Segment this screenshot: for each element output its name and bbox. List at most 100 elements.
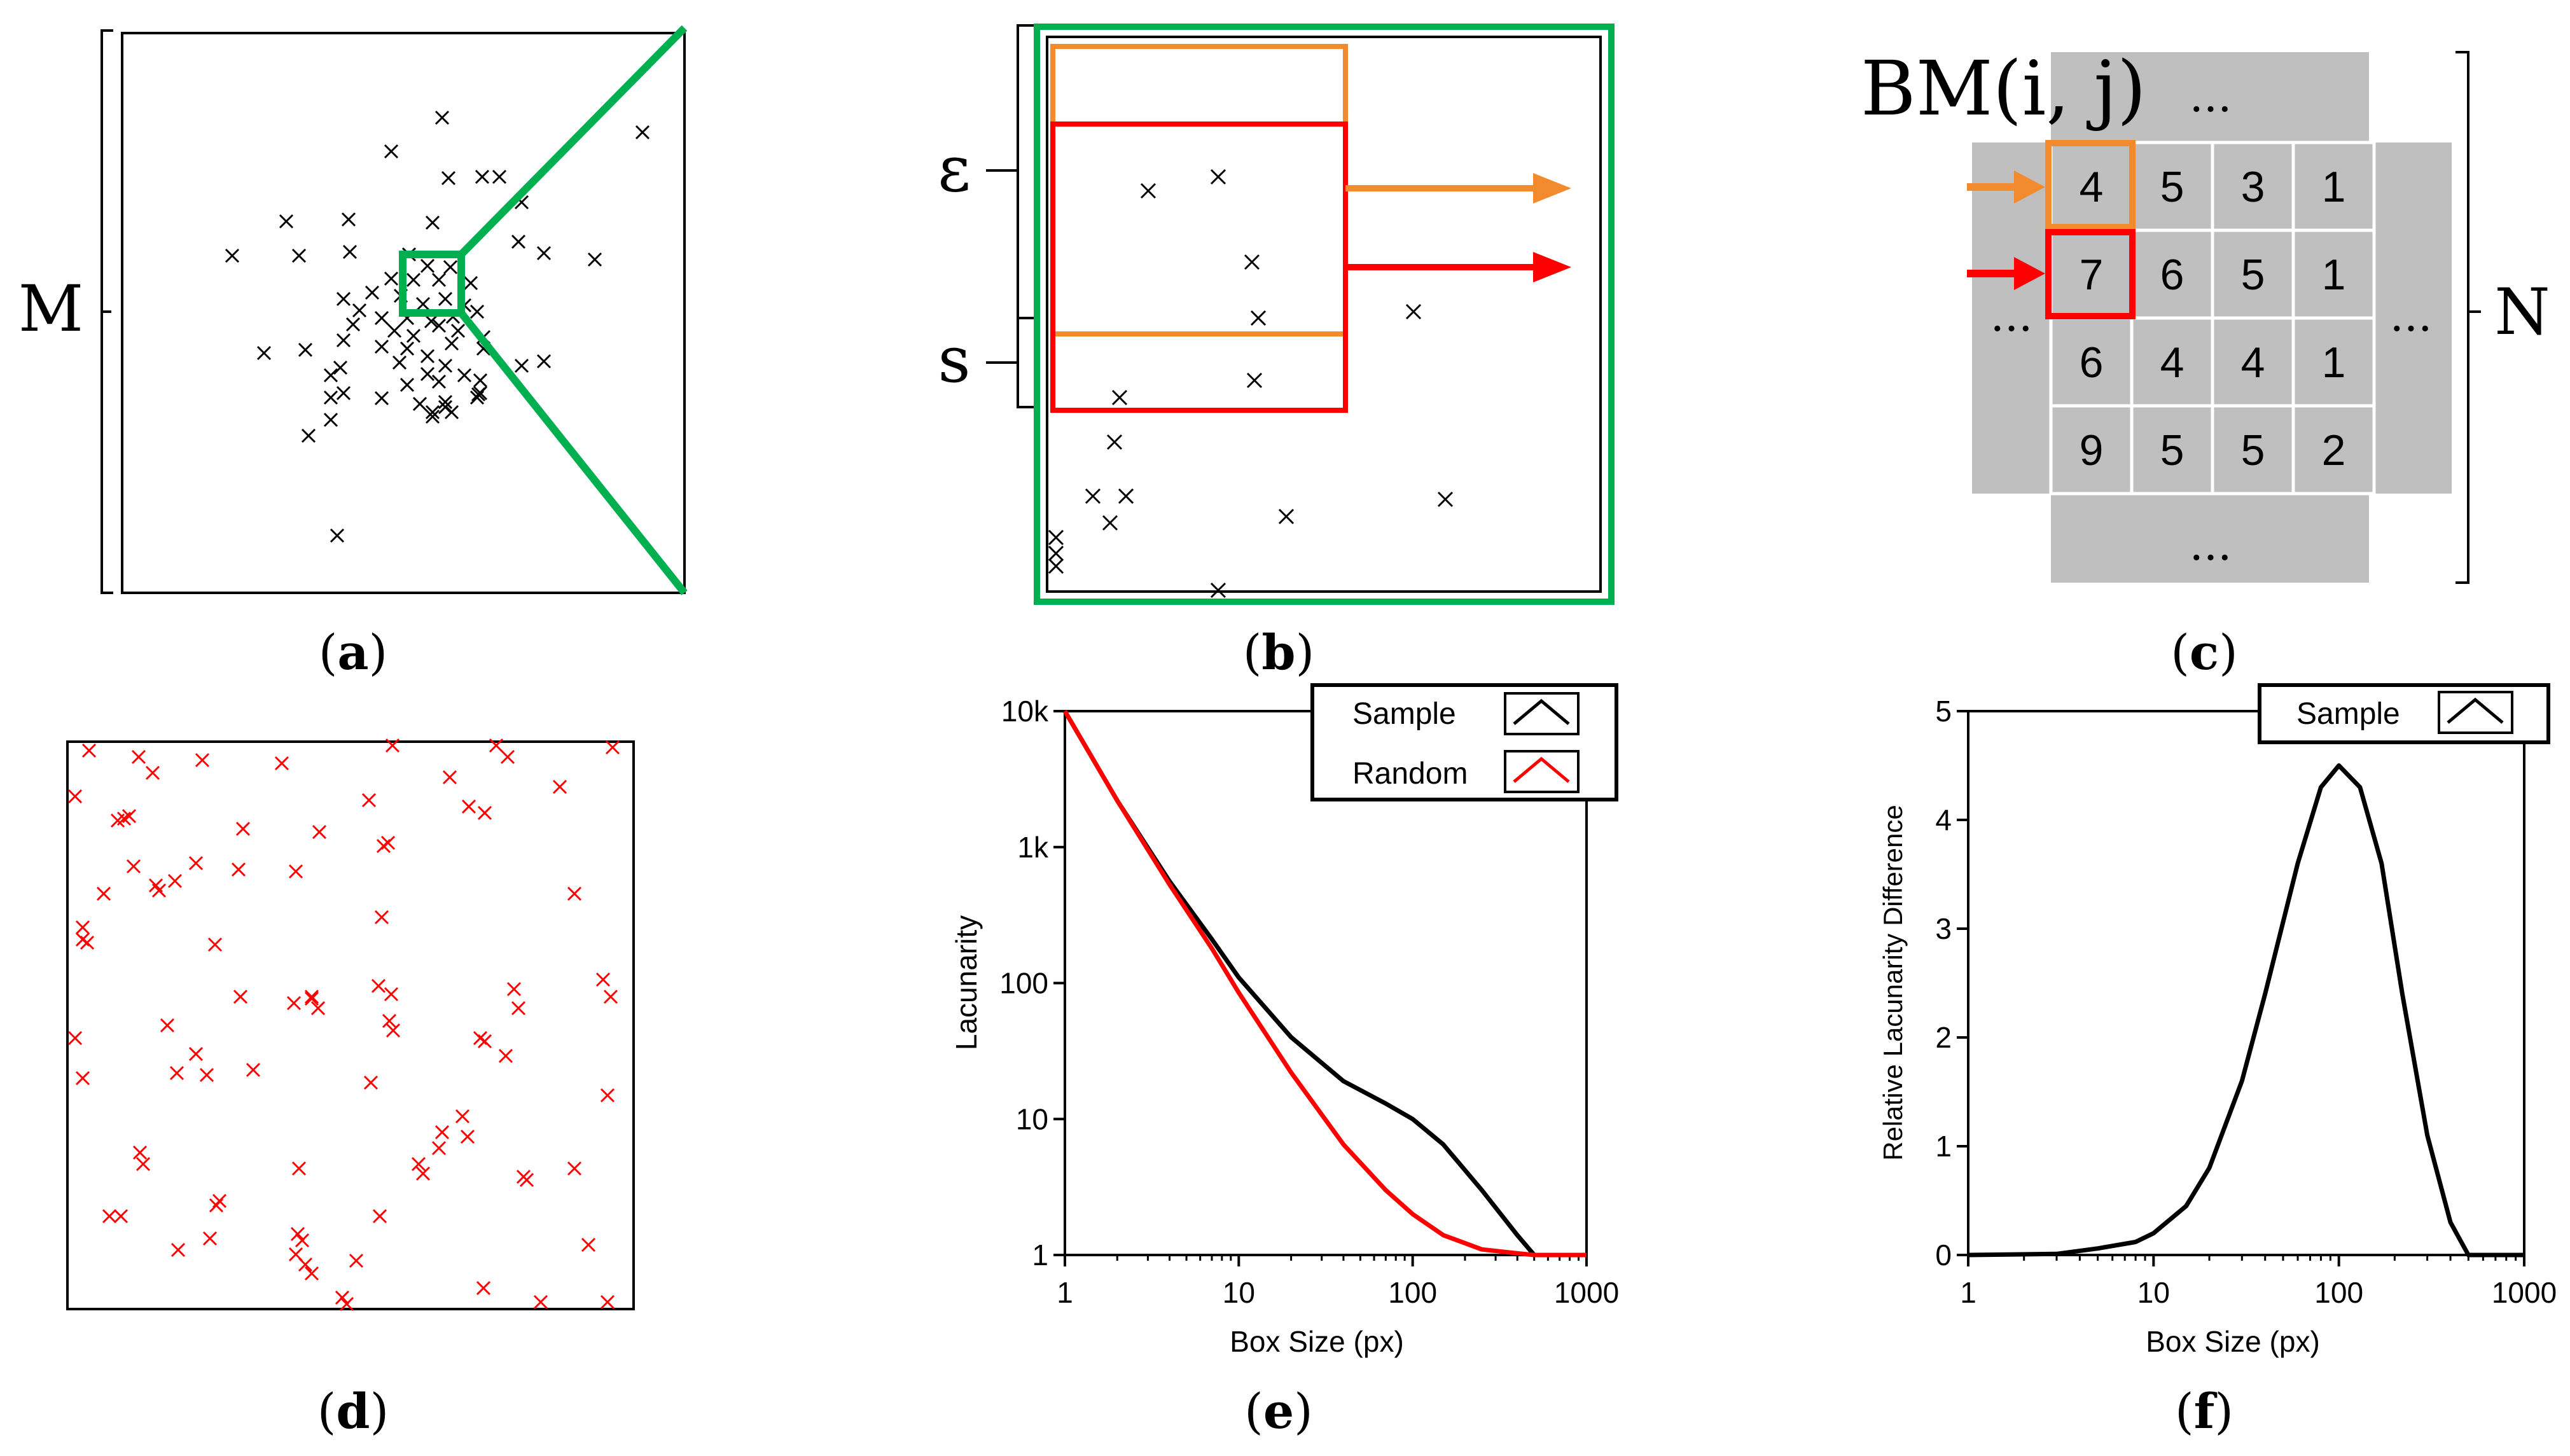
data-point	[500, 749, 515, 765]
data-point	[463, 275, 478, 291]
label-epsilon: ε	[938, 132, 971, 206]
data-point	[1048, 558, 1064, 574]
gray-top	[2051, 52, 2369, 142]
caption-d: (d)	[317, 1383, 389, 1439]
y-tick-label: 4	[1935, 803, 1952, 836]
matrix-value: 6	[2160, 251, 2184, 299]
data-point	[361, 793, 377, 808]
x-tick-label: 100	[1388, 1276, 1437, 1309]
matrix-value: 5	[2160, 426, 2184, 475]
data-point	[450, 323, 466, 338]
gray-bottom	[2051, 494, 2369, 583]
data-point	[471, 387, 486, 402]
data-point	[587, 252, 602, 267]
ellipsis-right: ...	[2390, 289, 2433, 342]
data-point	[102, 1209, 117, 1224]
data-point	[536, 354, 552, 369]
data-point	[1111, 389, 1128, 406]
data-point	[336, 333, 351, 348]
data-point	[349, 1253, 364, 1268]
data-point	[603, 989, 618, 1004]
data-point	[441, 170, 456, 186]
data-point	[75, 920, 90, 935]
data-point	[511, 234, 526, 249]
ylabel-e: Lacunarity	[950, 915, 983, 1050]
data-point	[420, 349, 435, 364]
inner-frame	[1046, 36, 1602, 593]
series-line-sample	[1968, 763, 2524, 1258]
data-point	[387, 323, 402, 338]
data-point	[552, 779, 567, 794]
panel-c: 4 5 3 1 7 6 5 1 6 4 4 1 9 5 5 2 BM(i, j) ... ... ... ..…	[1861, 45, 2550, 681]
data-point	[595, 972, 611, 987]
xlabel-f: Box Size (px)	[2146, 1325, 2320, 1358]
data-point	[514, 358, 529, 373]
zoom-line-bottom	[458, 310, 688, 595]
matrix-value: 3	[2241, 163, 2265, 211]
matrix-cell: 6	[2130, 228, 2214, 320]
data-point	[235, 821, 251, 836]
data-point	[96, 886, 111, 901]
ylabel-f: Relative Lacunarity Difference	[1878, 805, 1908, 1161]
caption-a: (a)	[319, 624, 388, 681]
matrix-cell: 4	[2049, 141, 2134, 232]
data-point	[336, 291, 351, 307]
data-point	[438, 291, 453, 307]
legend-sample-label: Sample	[2296, 697, 2400, 731]
data-point	[519, 1172, 534, 1188]
data-point	[384, 271, 399, 286]
scatter-points	[225, 110, 650, 543]
data-point	[1244, 254, 1260, 270]
data-point	[310, 1001, 326, 1016]
arrow-orange-head	[2014, 170, 2045, 204]
data-point	[412, 396, 427, 412]
plot-area-f	[1967, 710, 2525, 1256]
data-point	[323, 412, 338, 427]
series-line-random	[1062, 710, 1587, 1258]
data-point	[600, 1088, 615, 1103]
data-point	[431, 374, 447, 389]
legend-f: Sample	[2258, 683, 2550, 744]
data-point	[246, 1062, 261, 1078]
data-point	[424, 314, 439, 329]
x-tick-label: 100	[2314, 1276, 2363, 1309]
data-point	[376, 838, 391, 854]
matrix-cell: 5	[2211, 404, 2295, 496]
ellipsis-left: ...	[1990, 289, 2033, 342]
data-point	[330, 528, 345, 543]
random-frame	[66, 740, 635, 1310]
matrix-cell: 3	[2211, 141, 2295, 232]
matrix-cell: 6	[2049, 316, 2134, 408]
matrix-value: 5	[2241, 426, 2265, 475]
data-point	[399, 341, 415, 356]
matrix-cell: 9	[2049, 404, 2134, 496]
arrow-orange-head	[1533, 173, 1571, 204]
data-point	[151, 883, 167, 898]
data-point	[290, 1226, 305, 1242]
box-orange	[1050, 44, 1348, 336]
data-point	[506, 981, 522, 997]
data-point	[1048, 529, 1064, 546]
ellipsis-top: ...	[2190, 70, 2232, 122]
data-point	[169, 1065, 184, 1081]
x-tick-label: 10	[2137, 1276, 2170, 1309]
bracket-right	[2455, 51, 2469, 584]
matrix-value: 9	[2080, 426, 2104, 475]
data-point	[339, 1296, 354, 1312]
data-point	[279, 214, 294, 229]
data-point	[333, 360, 348, 375]
label-m: M	[18, 272, 83, 346]
box-red	[1050, 121, 1348, 413]
data-point	[167, 873, 183, 889]
data-point	[132, 1145, 148, 1160]
y-tick-label: 0	[1935, 1238, 1952, 1272]
data-point	[431, 1141, 447, 1156]
data-point	[425, 215, 440, 230]
data-point	[1210, 169, 1226, 185]
caption-b: (b)	[1243, 624, 1314, 681]
data-point	[536, 246, 552, 261]
data-point	[386, 1023, 401, 1038]
x-tick-label: 1	[1057, 1276, 1073, 1309]
data-point	[420, 366, 435, 382]
